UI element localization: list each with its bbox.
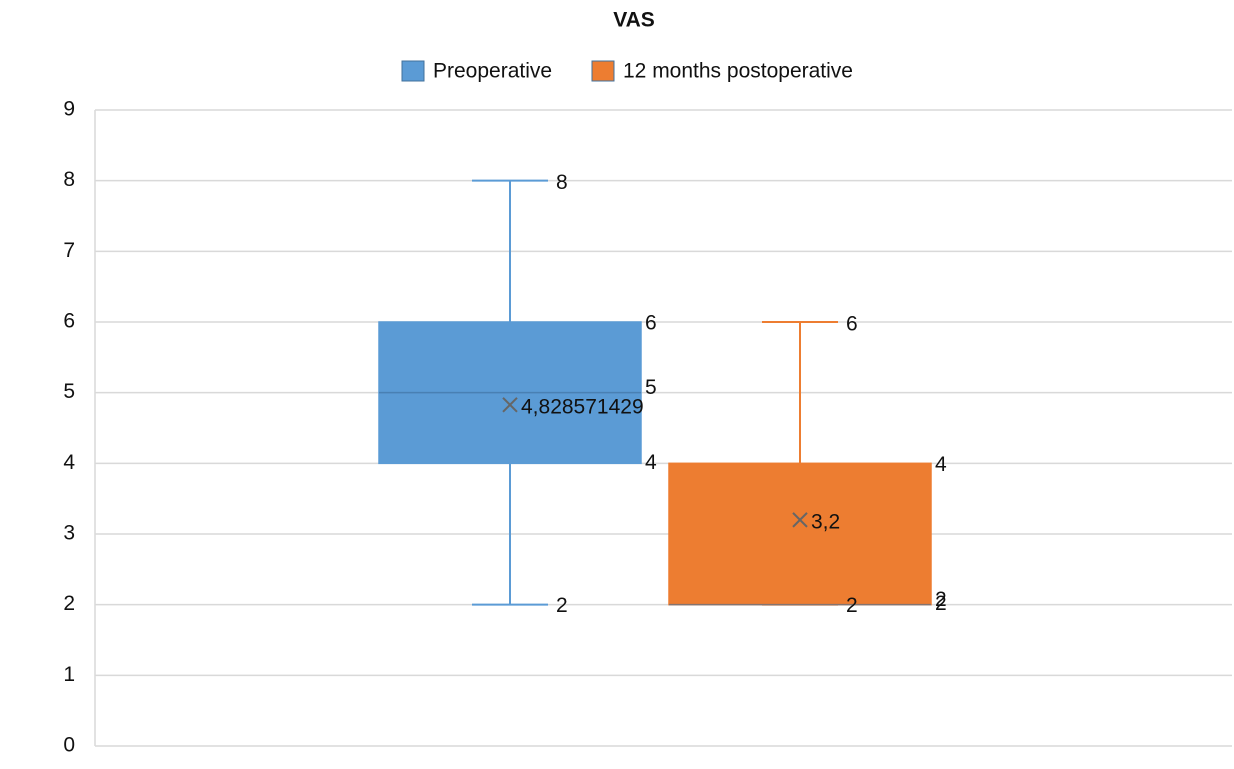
y-tick-label: 9 (63, 98, 75, 121)
data-label: 2 (556, 594, 568, 617)
data-label: 6 (645, 312, 657, 335)
data-label: 4 (935, 453, 947, 476)
y-tick-label: 6 (63, 310, 75, 333)
y-tick-label: 7 (63, 239, 75, 262)
y-tick-label: 2 (63, 592, 75, 615)
y-tick-label: 0 (63, 734, 75, 757)
y-tick-label: 5 (63, 380, 75, 403)
data-label: 2 (935, 592, 947, 615)
data-label: 2 (846, 594, 858, 617)
data-label: 5 (645, 376, 657, 399)
y-tick-label: 3 (63, 522, 75, 545)
box (668, 462, 932, 606)
mean-marker (502, 397, 518, 413)
data-label: 6 (846, 313, 858, 336)
legend-swatch (591, 60, 615, 82)
y-tick-label: 1 (63, 663, 75, 686)
chart-title: VAS (613, 9, 655, 32)
data-label: 8 (556, 171, 568, 194)
mean-label: 3,2 (811, 510, 840, 533)
mean-marker (792, 512, 808, 528)
data-label: 2 (935, 588, 947, 611)
y-tick-label: 4 (63, 451, 75, 474)
mean-label: 4,828571429 (521, 395, 644, 418)
legend-label: Preoperative (433, 60, 552, 83)
legend-swatch (401, 60, 425, 82)
y-tick-label: 8 (63, 168, 75, 191)
legend-label: 12 months postoperative (623, 60, 853, 83)
data-label: 4 (645, 451, 657, 474)
